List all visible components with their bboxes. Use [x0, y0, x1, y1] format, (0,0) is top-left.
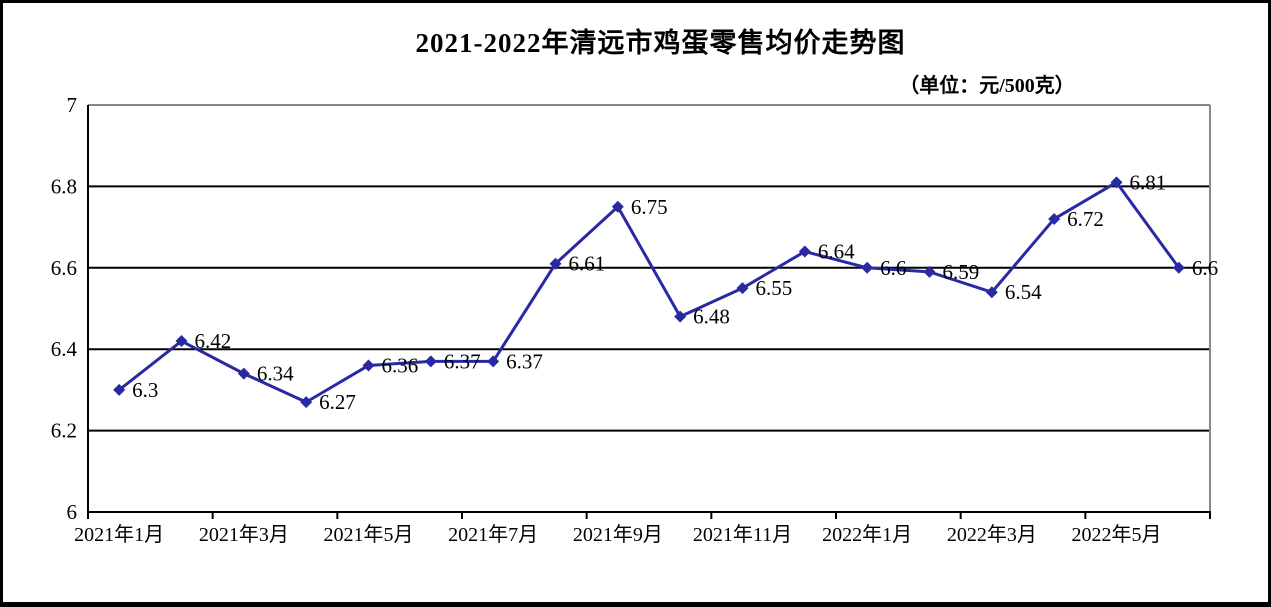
data-point-marker: [611, 200, 624, 213]
data-label: 6.27: [319, 390, 356, 414]
x-tick-label: 2021年5月: [324, 523, 414, 546]
data-point-marker: [1048, 212, 1061, 225]
data-label: 6.61: [569, 252, 606, 276]
data-point-marker: [362, 359, 375, 372]
x-tick-label: 2021年3月: [199, 523, 289, 546]
series-line: [117, 180, 1181, 404]
x-tick-label: 2022年5月: [1072, 523, 1162, 546]
data-point-marker: [549, 257, 562, 270]
x-tick-label: 2022年1月: [822, 523, 912, 546]
data-label: 6.54: [1005, 280, 1042, 304]
x-tick-label: 2022年3月: [947, 523, 1037, 546]
unit-label: （单位：元/500克）: [899, 75, 1075, 97]
data-point-marker: [175, 335, 188, 348]
data-label: 6.42: [195, 329, 232, 353]
data-label: 6.55: [756, 276, 793, 300]
data-point-marker: [487, 355, 500, 368]
data-label: 6.6: [1192, 256, 1218, 280]
data-label: 6.34: [257, 362, 294, 386]
x-tick-label: 2021年11月: [693, 523, 792, 546]
y-tick-label: 6.8: [51, 174, 77, 198]
data-point-marker: [424, 355, 437, 368]
x-tick-label: 2021年9月: [573, 523, 663, 546]
data-point-marker: [985, 286, 998, 299]
data-point-marker: [798, 245, 811, 258]
data-label: 6.72: [1067, 207, 1104, 231]
data-label: 6.75: [631, 195, 668, 219]
data-label: 6.48: [693, 305, 730, 329]
data-point-marker: [300, 396, 313, 409]
y-tick-label: 6.4: [51, 337, 78, 361]
y-tick-label: 6: [67, 500, 78, 524]
data-label: 6.64: [818, 240, 855, 264]
data-point-marker: [861, 261, 874, 274]
data-label: 6.37: [444, 349, 481, 373]
x-tick-label: 2021年1月: [74, 523, 164, 546]
y-tick-label: 6.2: [51, 419, 77, 443]
data-point-marker: [923, 265, 936, 278]
x-tick-label: 2021年7月: [448, 523, 538, 546]
data-point-marker: [1110, 176, 1123, 189]
data-label: 6.81: [1130, 170, 1167, 194]
data-point-marker: [674, 310, 687, 323]
y-tick-label: 7: [67, 93, 78, 117]
data-label: 6.37: [506, 349, 543, 373]
data-label: 6.59: [943, 260, 980, 284]
data-point-marker: [1172, 261, 1185, 274]
data-point-marker: [736, 282, 749, 295]
data-label: 6.6: [880, 256, 906, 280]
chart-title: 2021-2022年清远市鸡蛋零售均价走势图: [415, 28, 906, 58]
data-point-marker: [113, 383, 126, 396]
y-tick-label: 6.6: [51, 256, 77, 280]
data-point-marker: [237, 367, 250, 380]
data-label: 6.36: [382, 353, 419, 377]
data-label: 6.3: [132, 378, 158, 402]
